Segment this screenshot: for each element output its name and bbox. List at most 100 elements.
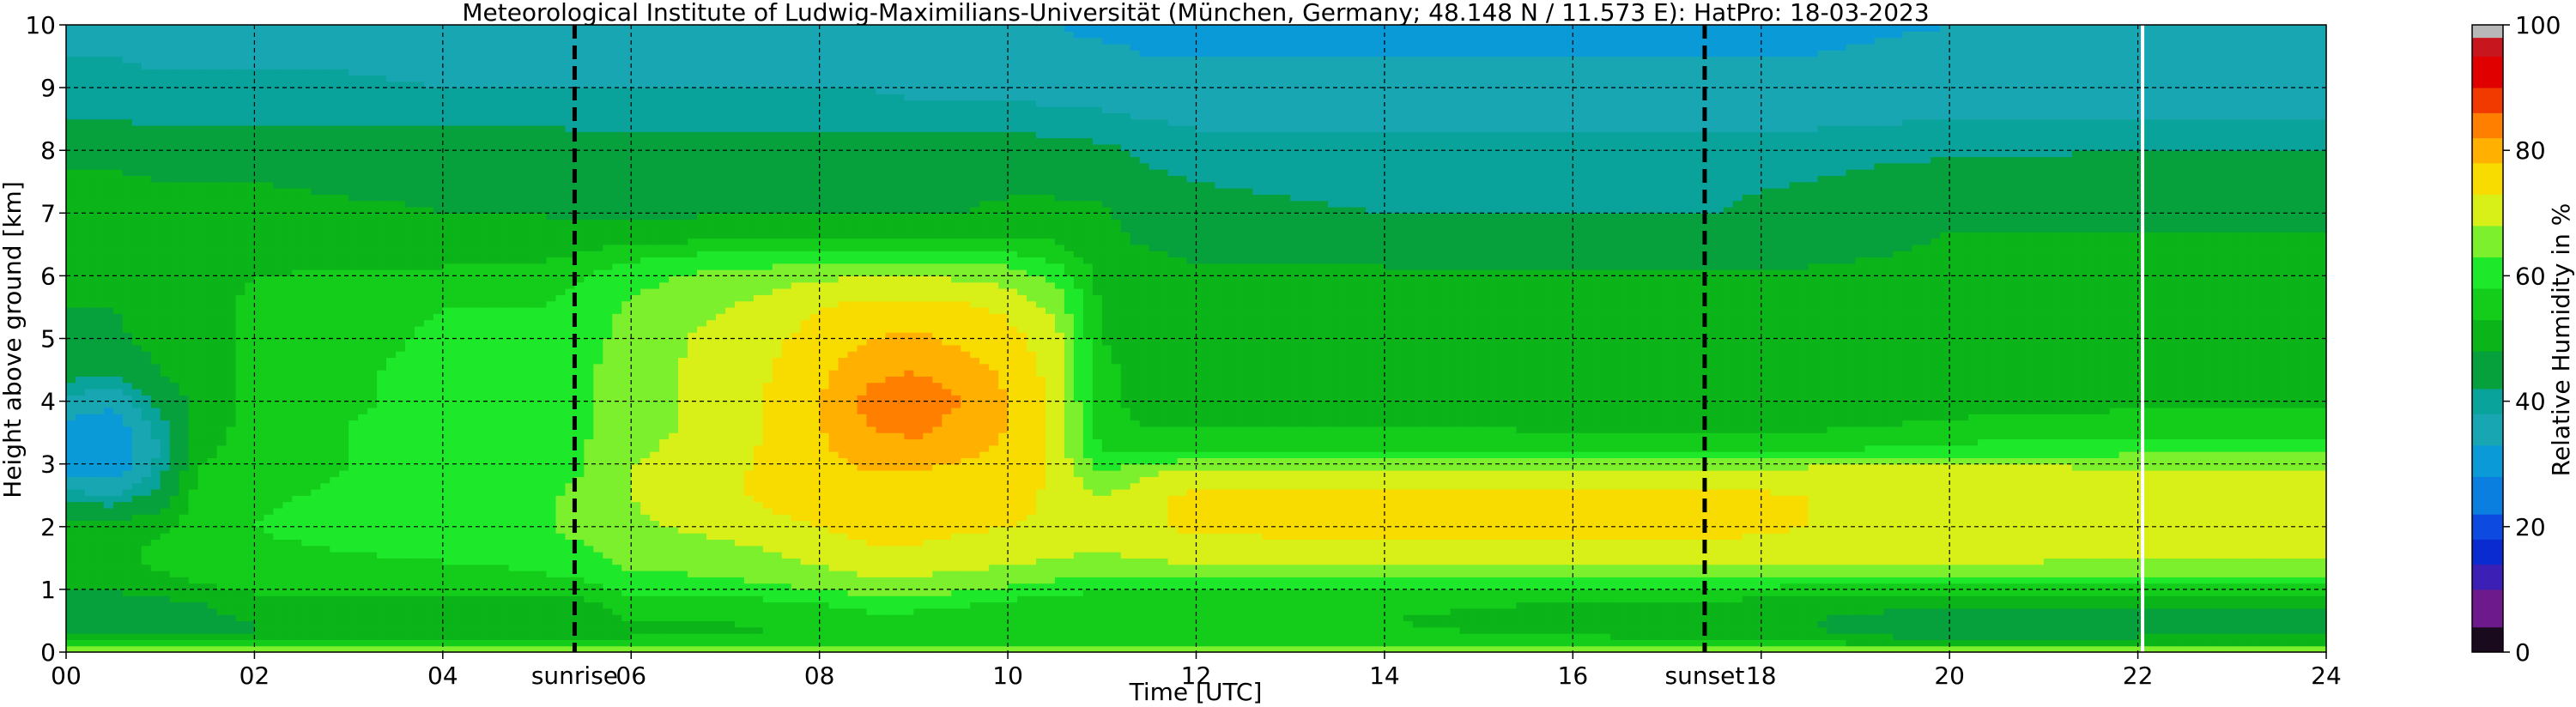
- heatmap-cell: [490, 112, 500, 119]
- heatmap-cell: [377, 571, 387, 577]
- heatmap-cell: [170, 112, 180, 119]
- heatmap-cell: [85, 125, 95, 132]
- heatmap-cell: [471, 508, 482, 515]
- heatmap-cell: [94, 451, 105, 458]
- heatmap-cell: [273, 514, 283, 521]
- heatmap-cell: [396, 301, 406, 308]
- heatmap-cell: [264, 201, 274, 208]
- heatmap-cell: [76, 169, 86, 176]
- heatmap-cell: [66, 464, 76, 471]
- heatmap-cell: [528, 627, 538, 634]
- heatmap-cell: [358, 112, 368, 119]
- heatmap-cell: [320, 383, 330, 390]
- heatmap-cell: [490, 94, 500, 100]
- heatmap-cell: [245, 527, 255, 534]
- heatmap-cell: [301, 263, 312, 270]
- heatmap-cell: [217, 602, 227, 609]
- heatmap-cell: [443, 232, 453, 239]
- heatmap-cell: [481, 438, 491, 445]
- heatmap-cell: [264, 194, 274, 201]
- heatmap-cell: [509, 565, 519, 571]
- heatmap-cell: [339, 577, 349, 583]
- heatmap-cell: [462, 351, 472, 358]
- heatmap-cell: [481, 451, 491, 458]
- heatmap-cell: [358, 38, 368, 45]
- heatmap-cell: [198, 232, 209, 239]
- heatmap-cell: [396, 275, 406, 282]
- heatmap-cell: [481, 25, 491, 32]
- heatmap-cell: [349, 527, 359, 534]
- heatmap-cell: [66, 351, 76, 358]
- heatmap-cell: [349, 558, 359, 565]
- heatmap-cell: [179, 320, 190, 327]
- heatmap-cell: [227, 539, 237, 546]
- heatmap-cell: [433, 383, 444, 390]
- heatmap-cell: [123, 112, 133, 119]
- heatmap-cell: [151, 232, 161, 239]
- heatmap-cell: [76, 445, 86, 452]
- heatmap-cell: [443, 169, 453, 176]
- heatmap-cell: [76, 438, 86, 445]
- heatmap-cell: [490, 326, 500, 333]
- heatmap-cell: [471, 470, 482, 477]
- heatmap-cell: [170, 288, 180, 295]
- heatmap-cell: [123, 514, 133, 521]
- heatmap-cell: [132, 470, 142, 477]
- heatmap-cell: [208, 558, 218, 565]
- heatmap-cell: [500, 495, 510, 502]
- heatmap-cell: [273, 163, 283, 170]
- heatmap-cell: [179, 339, 190, 346]
- heatmap-cell: [481, 502, 491, 509]
- heatmap-cell: [405, 38, 415, 45]
- heatmap-cell: [301, 57, 312, 63]
- heatmap-cell: [217, 157, 227, 164]
- heatmap-cell: [132, 389, 142, 396]
- heatmap-cell: [518, 620, 529, 627]
- heatmap-cell: [123, 595, 133, 602]
- heatmap-cell: [377, 389, 387, 396]
- heatmap-cell: [443, 351, 453, 358]
- heatmap-cell: [217, 489, 227, 496]
- heatmap-cell: [161, 275, 171, 282]
- heatmap-cell: [104, 483, 114, 490]
- heatmap-cell: [189, 188, 199, 195]
- heatmap-cell: [254, 169, 264, 176]
- heatmap-cell: [301, 432, 312, 439]
- heatmap-cell: [500, 100, 510, 107]
- heatmap-cell: [311, 577, 321, 583]
- heatmap-cell: [462, 125, 472, 132]
- heatmap-cell: [330, 508, 340, 515]
- heatmap-cell: [282, 389, 293, 396]
- heatmap-cell: [123, 232, 133, 239]
- heatmap-cell: [433, 432, 444, 439]
- heatmap-cell: [367, 313, 378, 320]
- heatmap-cell: [528, 414, 538, 420]
- heatmap-cell: [481, 245, 491, 251]
- heatmap-cell: [94, 294, 105, 301]
- heatmap-cell: [509, 307, 519, 314]
- heatmap-cell: [415, 38, 425, 45]
- heatmap-cell: [518, 370, 529, 377]
- heatmap-cell: [415, 69, 425, 76]
- heatmap-cell: [481, 533, 491, 540]
- heatmap-cell: [170, 414, 180, 420]
- heatmap-cell: [208, 451, 218, 458]
- heatmap-cell: [245, 57, 255, 63]
- heatmap-cell: [179, 370, 190, 377]
- heatmap-cell: [189, 464, 199, 471]
- heatmap-cell: [330, 476, 340, 483]
- heatmap-cell: [500, 464, 510, 471]
- heatmap-cell: [481, 301, 491, 308]
- heatmap-cell: [113, 75, 124, 82]
- heatmap-cell: [349, 213, 359, 220]
- heatmap-cell: [66, 483, 76, 490]
- heatmap-cell: [282, 608, 293, 615]
- heatmap-cell: [179, 633, 190, 640]
- heatmap-cell: [151, 376, 161, 383]
- heatmap-cell: [500, 577, 510, 583]
- heatmap-cell: [282, 577, 293, 583]
- heatmap-cell: [142, 527, 152, 534]
- heatmap-cell: [433, 608, 444, 615]
- heatmap-cell: [320, 451, 330, 458]
- heatmap-cell: [273, 201, 283, 208]
